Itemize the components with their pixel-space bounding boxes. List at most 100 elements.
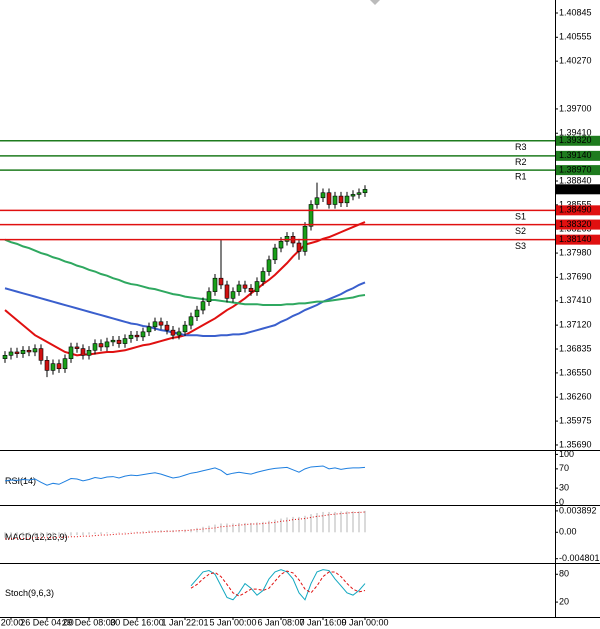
histogram-bar <box>190 529 192 533</box>
y-tick-label: 1.35690 <box>559 439 592 449</box>
level-box <box>556 135 600 146</box>
x-tick-label: 20:00 <box>1 617 24 627</box>
candle-body <box>338 195 344 204</box>
level-label: S3 <box>515 241 526 251</box>
histogram-bar <box>208 525 210 533</box>
level-value: 1.38320 <box>559 219 592 229</box>
candle-body <box>332 195 338 205</box>
candle-body <box>248 287 254 292</box>
x-tick-label: 7 Jan 16:00 <box>299 617 346 627</box>
candle-body <box>50 363 56 371</box>
level-box <box>556 150 600 161</box>
histogram-bar <box>196 527 198 533</box>
y-tick-label: 0.003892 <box>559 505 597 515</box>
candle-body <box>314 197 320 205</box>
histogram-bar <box>310 514 312 533</box>
candle-body <box>242 284 248 289</box>
candle-body <box>80 348 86 356</box>
candle-body <box>236 284 242 292</box>
candle-body <box>302 225 308 252</box>
level-box <box>556 219 600 230</box>
histogram-bar <box>94 532 96 534</box>
histogram-bar <box>100 532 102 534</box>
histogram-bar <box>16 532 18 538</box>
histogram-bar <box>76 532 78 536</box>
level-label: S1 <box>515 212 526 222</box>
y-tick-label: 80 <box>559 569 569 579</box>
y-tick-label: 30 <box>559 483 569 493</box>
histogram-bar <box>226 523 228 533</box>
candle-body <box>212 277 218 292</box>
histogram-bar <box>202 526 204 533</box>
histogram-bar <box>22 532 24 538</box>
histogram-bar <box>316 513 318 533</box>
histogram-bar <box>106 532 108 534</box>
histogram-bar <box>250 522 252 533</box>
candle-body <box>260 271 266 282</box>
series-line <box>190 569 366 601</box>
histogram-bar <box>328 511 330 533</box>
candle-body <box>164 324 170 331</box>
candle-body <box>140 331 146 338</box>
candle-body <box>350 194 356 197</box>
y-tick-label: 1.37980 <box>559 247 592 257</box>
histogram-bar <box>82 532 84 536</box>
x-tick-label: 26 Dec 04:00 <box>20 617 74 627</box>
histogram-bar <box>274 519 276 533</box>
panel-title: RSI(14) <box>5 476 36 486</box>
candle-body <box>44 360 50 371</box>
candle-body <box>206 291 212 302</box>
y-tick-label: -0.004801 <box>559 553 600 563</box>
y-tick-label: 0 <box>559 497 564 507</box>
candle-body <box>14 351 20 354</box>
level-box <box>556 165 600 176</box>
candle-body <box>38 348 44 361</box>
level-label: R1 <box>515 171 527 181</box>
histogram-bar <box>118 532 120 533</box>
histogram-bar <box>352 511 354 533</box>
series-line <box>190 570 366 597</box>
histogram-bar <box>256 522 258 533</box>
x-tick-label: 1 Jan 22:01 <box>161 617 208 627</box>
level-value: 1.38490 <box>559 205 592 215</box>
histogram-bar <box>346 511 348 533</box>
y-tick-label: 1.38555 <box>559 199 592 209</box>
histogram-bar <box>112 532 114 533</box>
series-line <box>4 238 366 307</box>
level-box <box>556 205 600 216</box>
candle-body <box>308 204 314 227</box>
y-tick-label: 1.36835 <box>559 343 592 353</box>
level-value: 1.39140 <box>559 150 592 160</box>
candle-body <box>194 309 200 318</box>
y-tick-label: 1.37410 <box>559 295 592 305</box>
x-tick-label: 5 Jan 00:00 <box>209 617 256 627</box>
histogram-bar <box>46 532 48 538</box>
x-tick-label: 9 Jan 00:00 <box>341 617 388 627</box>
level-label: S2 <box>515 226 526 236</box>
histogram-bar <box>298 516 300 533</box>
histogram-bar <box>268 520 270 533</box>
candle-body <box>158 321 164 326</box>
series-line <box>5 511 366 540</box>
histogram-bar <box>130 531 132 533</box>
series-line <box>4 465 366 486</box>
y-tick-label: 1.36550 <box>559 367 592 377</box>
candle-body <box>68 346 74 359</box>
candle-body <box>134 334 140 338</box>
histogram-bar <box>286 517 288 533</box>
histogram-bar <box>10 532 12 538</box>
histogram-bar <box>304 515 306 533</box>
x-tick-label: 30 Dec 16:00 <box>110 617 164 627</box>
histogram-bar <box>322 511 324 533</box>
histogram-bar <box>244 522 246 533</box>
candle-body <box>32 348 38 353</box>
histogram-bar <box>364 510 366 533</box>
candle-body <box>62 358 68 370</box>
candle-body <box>74 346 80 349</box>
candle-body <box>218 277 224 286</box>
last-price-box <box>556 184 600 195</box>
level-value: 1.38140 <box>559 234 592 244</box>
